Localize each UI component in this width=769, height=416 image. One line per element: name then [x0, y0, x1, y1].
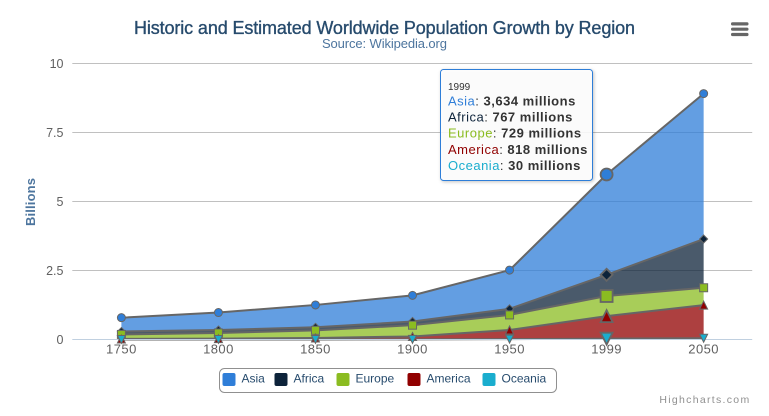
svg-text:Europe: 729 millions: Europe: 729 millions — [448, 126, 582, 141]
svg-text:Africa: 767 millions: Africa: 767 millions — [448, 110, 573, 125]
svg-text:2050: 2050 — [688, 342, 719, 357]
svg-text:1800: 1800 — [203, 342, 234, 357]
svg-text:1999: 1999 — [591, 342, 622, 357]
svg-text:Asia: 3,634 millions: Asia: 3,634 millions — [448, 94, 576, 109]
svg-text:1999: 1999 — [448, 82, 471, 93]
svg-text:0: 0 — [57, 333, 64, 347]
svg-text:Oceania: Oceania — [502, 372, 547, 386]
svg-text:Historic and Estimated Worldwi: Historic and Estimated Worldwide Populat… — [134, 18, 635, 38]
svg-text:5: 5 — [57, 195, 64, 209]
svg-text:Source: Wikipedia.org: Source: Wikipedia.org — [322, 36, 447, 51]
svg-text:1750: 1750 — [106, 342, 137, 357]
svg-text:Europe: Europe — [356, 372, 395, 386]
svg-text:America: 818 millions: America: 818 millions — [448, 142, 588, 157]
svg-text:1900: 1900 — [397, 342, 428, 357]
svg-text:Asia: Asia — [242, 372, 266, 386]
svg-text:Highcharts.com: Highcharts.com — [659, 394, 750, 406]
svg-text:Oceania: 30 millions: Oceania: 30 millions — [448, 158, 581, 173]
svg-text:America: America — [427, 372, 471, 386]
svg-text:7.5: 7.5 — [46, 126, 63, 140]
svg-text:1850: 1850 — [300, 342, 331, 357]
svg-text:2.5: 2.5 — [46, 264, 63, 278]
svg-text:1950: 1950 — [494, 342, 525, 357]
svg-text:10: 10 — [50, 57, 64, 71]
svg-text:Billions: Billions — [23, 178, 38, 226]
svg-text:Africa: Africa — [294, 372, 325, 386]
